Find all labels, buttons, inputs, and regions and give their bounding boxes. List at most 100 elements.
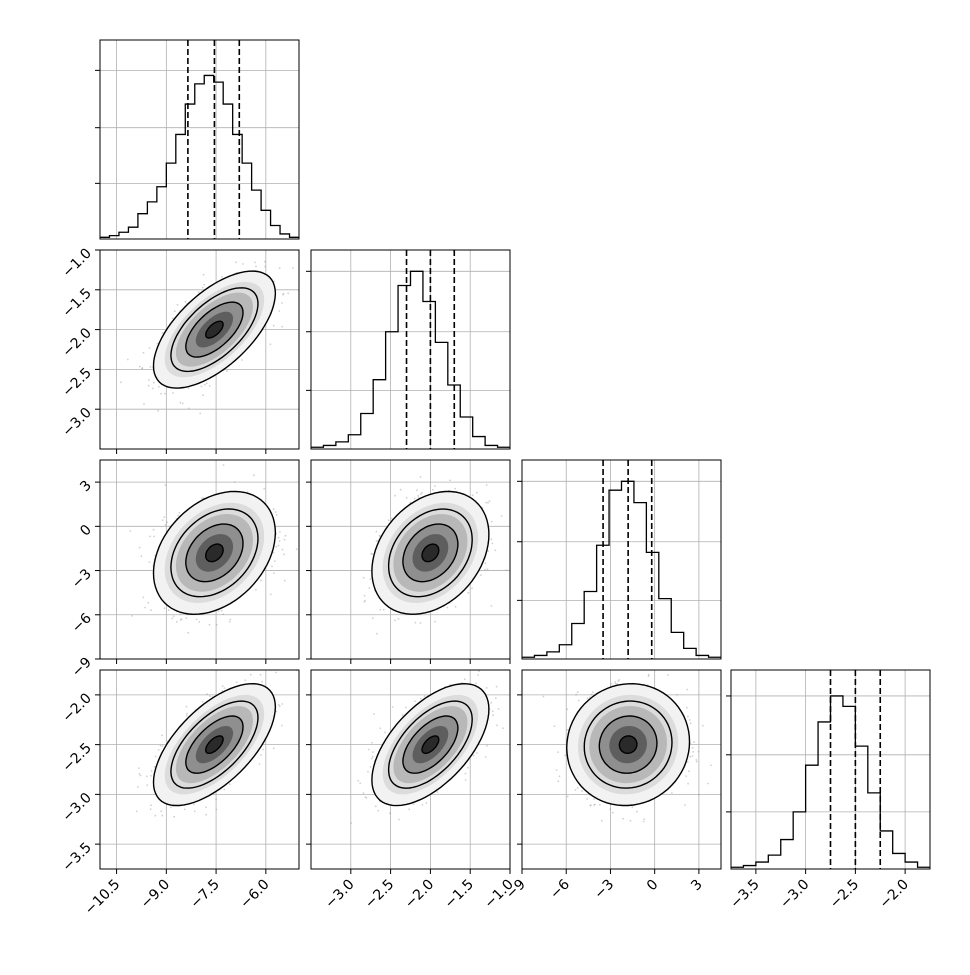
scatter-point [419,622,422,624]
scatter-point [244,661,246,663]
y-tick-label: −1.0 [59,246,94,281]
scatter-point [589,804,592,807]
y-axis-1: −3.0 −2.5 −2.0 −1.5 −1.0 [59,246,100,440]
scatter-point [178,512,181,514]
scatter-point [454,605,457,608]
scatter-point [471,587,473,590]
scatter-point [173,310,176,313]
scatter-point [476,668,478,670]
scatter-point [408,808,411,811]
scatter-point [577,699,580,702]
contour-line [204,735,224,754]
scatter-point [149,366,152,368]
scatter-point [171,617,174,620]
scatter-point [564,754,567,757]
scatter-point [254,261,256,264]
scatter-point [707,782,709,785]
scatter-point [684,804,686,806]
scatter-point [636,654,638,656]
scatter-point [617,662,619,664]
scatter-point [215,623,218,626]
scatter-point [622,817,624,820]
scatter-point [209,695,211,697]
scatter-point [476,752,478,754]
panel-frame [310,249,511,450]
scatter-point [278,267,281,270]
scatter-point [274,511,277,513]
scatter-point [454,487,456,490]
scatter-point [226,370,228,373]
contour-line [387,700,473,789]
y-tick-label: −3.5 [59,840,94,875]
scatter-point [153,381,155,384]
scatter-point [151,387,154,390]
scatter-point [491,542,494,545]
scatter-point [249,673,252,676]
scatter-point [374,805,377,808]
scatter-point [414,621,417,624]
x-tick-label: −6.0 [237,877,272,912]
scatter-point [143,403,145,406]
scatter-point [495,685,498,688]
scatter-point [273,280,276,283]
scatter-point [269,343,272,346]
scatter-point [187,407,190,410]
scatter-point [405,496,408,499]
scatter-point [272,508,275,511]
scatter-point [201,286,204,289]
scatter-point [235,261,237,264]
scatter-point [367,770,369,773]
scatter-point [367,748,370,751]
scatter-point [222,464,225,466]
scatter-point [275,671,277,674]
scatter-point [176,620,178,623]
scatter-point [273,560,276,562]
pair-panel-0-2 [99,459,300,660]
contour-line [598,715,658,774]
scatter-point [153,765,156,768]
scatter-point [433,485,436,487]
scatter-point [611,811,614,814]
scatter-point [425,802,428,804]
scatter-point [688,719,691,721]
scatter-point [172,615,175,618]
scatter-point [137,786,139,788]
scatter-point [486,568,489,571]
scatter-point [161,519,164,521]
scatter-point [203,383,206,386]
panel-body [542,654,712,823]
scatter-point [485,501,488,504]
scatter-point [421,804,424,806]
scatter-point [484,562,487,565]
scatter-point [283,538,286,541]
scatter-point [139,774,142,777]
scatter-point [423,695,426,697]
scatter-point [594,803,596,806]
scatter-point [228,783,231,785]
pair-panel-0-1 [99,249,300,450]
scatter-point [593,804,596,806]
x-tick-label: −7.5 [188,877,223,912]
x-axis-2: −9 −6 −3 0 3 [503,869,706,902]
scatter-point [609,808,612,811]
scatter-point [138,546,141,549]
scatter-point [202,273,205,276]
contour-line [371,490,490,615]
scatter-point [379,608,382,611]
scatter-point [255,588,257,591]
scatter-point [152,528,155,531]
scatter-point [142,596,145,599]
x-tick-label: −2.5 [362,877,397,912]
scatter-point [475,682,477,685]
scatter-point [160,810,163,813]
scatter-point [131,615,133,617]
scatter-point [261,681,263,683]
scatter-point [417,496,420,499]
scatter-point [147,384,150,387]
scatter-point [363,600,366,603]
scatter-point [692,750,695,753]
scatter-point [184,300,187,303]
scatter-point [485,687,488,689]
scatter-point [275,514,278,516]
scatter-point [419,476,422,478]
